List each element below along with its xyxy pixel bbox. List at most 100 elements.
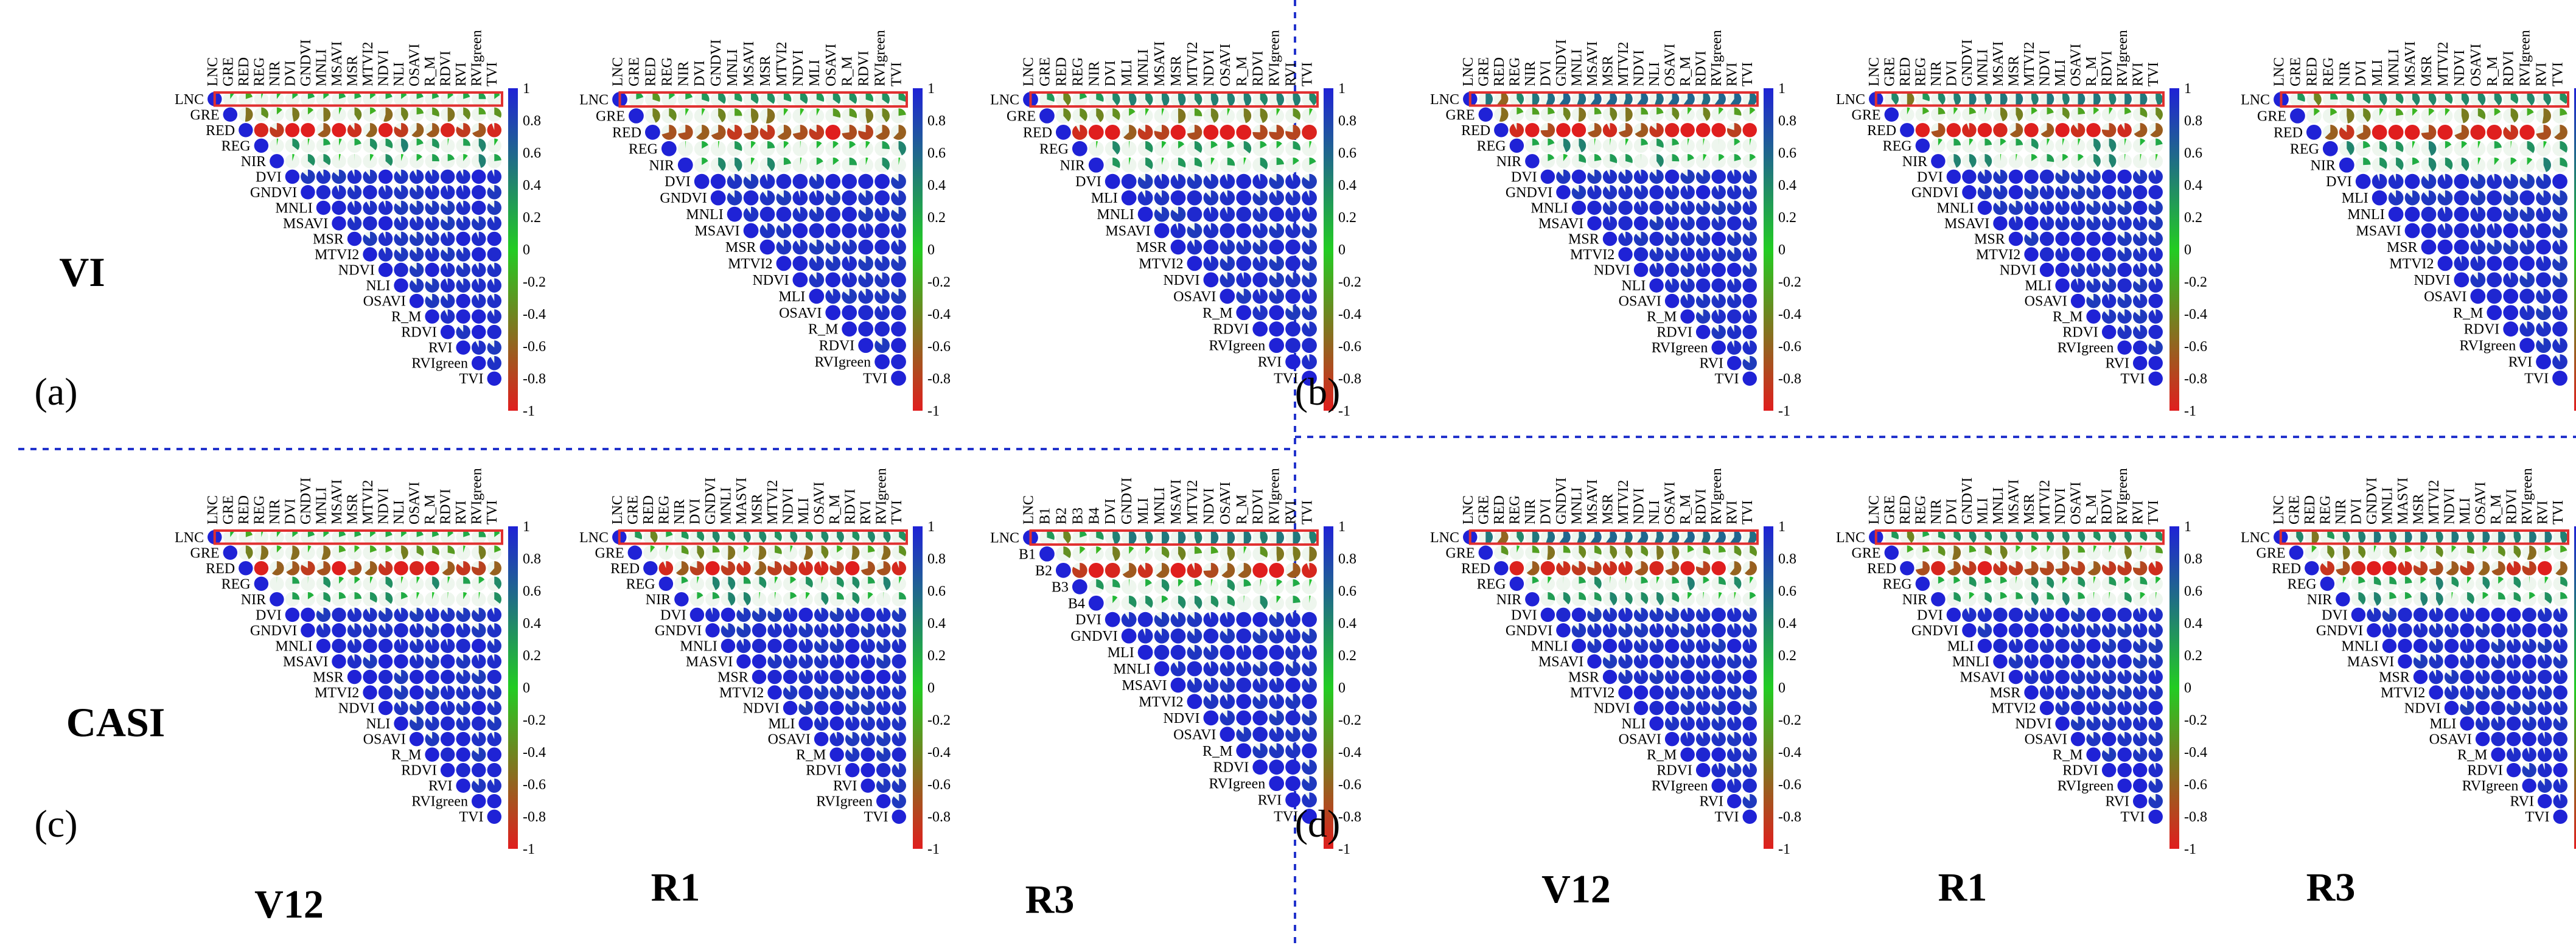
corr-cell [1227,92,1235,107]
corr-cell [1625,154,1633,164]
corr-cell [1711,340,1726,355]
corr-cell [2148,809,2163,824]
corr-cell [1726,200,1742,215]
corr-cell [1602,200,1618,215]
colorbar-tick: 0.8 [523,113,541,129]
corr-cell [825,239,841,255]
col-label: DVI [2353,60,2369,86]
corr-cell [1695,654,1711,669]
col-label: MTVI2 [360,480,376,525]
corr-cell [487,262,501,277]
corr-cell [487,747,501,762]
corr-cell [471,185,486,200]
corr-cell [2124,154,2126,161]
corr-cell [323,138,330,146]
corr-cell [1633,247,1649,262]
row-label: NIR [1902,154,1927,170]
corr-cell-bg [440,138,455,153]
corr-cell [1680,607,1695,622]
col-label: RVIgreen [2518,30,2533,86]
corr-cell [2519,173,2535,189]
corr-cell [2086,669,2101,685]
corr-cell [2544,576,2549,584]
row-label: MNLI [686,207,723,223]
corr-cell [1742,262,1757,277]
corr-cell [2132,793,2148,809]
col-label: R_M [827,495,843,525]
corr-cell [2016,138,2023,146]
col-label: GRE [1037,57,1053,86]
corr-cell [2460,700,2474,716]
row-label: MNLI [2347,207,2384,223]
corr-cell [767,623,782,638]
corr-cell [2552,173,2567,189]
corr-cell [1203,694,1219,709]
corr-cell [865,92,874,102]
corr-cell [2372,124,2387,140]
col-label: NIR [1523,61,1538,86]
corr-cell [456,169,470,184]
row-label: RVIgreen [1652,778,1708,794]
corr-cell [471,231,486,246]
corr-cell [307,154,315,166]
corr-cell [842,124,857,140]
corr-cell [1260,157,1268,170]
corr-cell [728,530,736,542]
corr-cell [316,561,331,576]
corr-cell [2454,206,2470,222]
corr-cell [1695,638,1711,653]
colorbar-tick: 1 [927,519,935,535]
col-label: RVIgreen [469,30,485,86]
corr-cell [2491,700,2505,716]
corr-cell [2475,654,2490,669]
corr-cell [1285,677,1300,693]
corr-cell [2437,206,2453,222]
col-label: GRE [626,57,642,86]
corr-cell-bg [2101,545,2117,560]
corr-cell [2421,173,2437,189]
corr-cell [254,561,269,576]
corr-cell [2536,338,2551,354]
corr-cell [471,793,486,809]
corr-cell [1252,321,1268,337]
corr-cell [1602,561,1618,576]
corr-cell [798,623,813,638]
corr-cell [712,530,720,543]
row-label: OSAVI [363,732,406,748]
corr-cell [837,545,843,553]
corr-cell [852,592,860,604]
corr-cell [1931,592,1946,607]
corr-cell [1162,530,1170,545]
corr-cell [1187,661,1202,677]
corr-cell [463,154,468,161]
corr-cell-bg [694,108,710,124]
row-label: TVI [1274,809,1298,825]
col-label: NDVI [781,488,797,525]
corr-cell [2503,272,2519,288]
corr-cell [1576,530,1586,545]
colorbar-tick: 0.6 [523,584,541,599]
corr-cell [1563,592,1571,605]
corr-cell [2527,545,2536,560]
corr-cell [783,157,792,166]
corr-cell [2503,223,2519,239]
corr-cell [1688,576,1695,591]
corr-cell [650,530,658,543]
corr-cell [2039,200,2054,215]
corr-cell [1236,206,1252,222]
corr-cell [471,669,486,685]
corr-cell [776,206,792,222]
corr-cell [2470,272,2486,288]
corr-cell [1285,776,1300,792]
corr-cell [2150,123,2163,138]
corr-cell [1096,141,1098,149]
corr-cell [2024,654,2039,669]
corr-cell [806,592,810,599]
corr-cell [2470,239,2486,255]
row-label: MSAVI [694,223,739,239]
corr-cell [798,607,813,622]
corr-cell [440,685,455,700]
corr-cell [1907,545,1914,553]
row-label: NDVI [1163,711,1199,727]
corr-cell-bg [1695,592,1711,607]
